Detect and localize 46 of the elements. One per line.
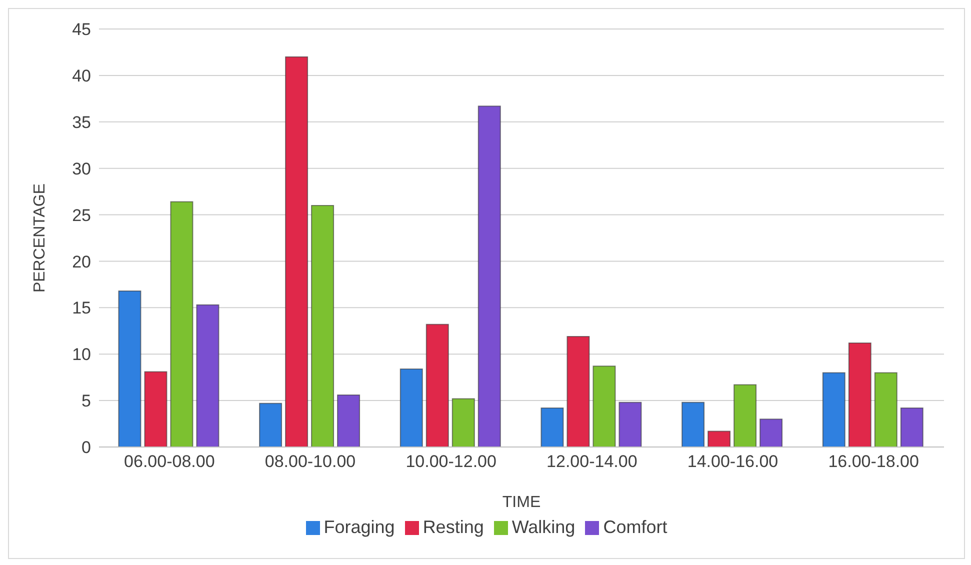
bar (285, 56, 308, 447)
bar (478, 106, 501, 447)
bar (734, 384, 757, 447)
bar (874, 372, 898, 447)
x-tick-label: 14.00-16.00 (687, 452, 778, 472)
y-tick-label: 15 (72, 298, 91, 318)
legend-label: Foraging (324, 517, 395, 537)
bar (196, 304, 220, 447)
y-tick-label: 10 (72, 345, 91, 364)
bar (900, 407, 924, 447)
legend-label: Comfort (603, 517, 668, 537)
legend-label: Resting (422, 517, 484, 537)
bar (452, 398, 475, 447)
bar (170, 201, 194, 447)
bar (822, 372, 846, 447)
y-tick-label: 30 (72, 159, 91, 178)
bar (118, 290, 142, 447)
y-tick-label: 40 (72, 66, 91, 86)
bar (566, 336, 590, 447)
y-tick-label: 45 (72, 20, 91, 40)
bar (540, 407, 564, 447)
bar (592, 366, 616, 447)
x-tick-label: 12.00-14.00 (546, 452, 638, 472)
x-tick-label: 16.00-18.00 (828, 452, 919, 472)
bar (760, 418, 783, 447)
bar (259, 402, 282, 447)
bar (400, 368, 423, 447)
bar (682, 402, 705, 447)
legend-label: Walking (512, 517, 576, 537)
bar (144, 371, 168, 447)
y-tick-label: 0 (82, 438, 91, 458)
bar (337, 394, 360, 447)
x-tick-label: 06.00-08.00 (124, 452, 215, 472)
bar (426, 324, 449, 447)
y-tick-label: 20 (72, 252, 91, 272)
y-tick-label: 25 (72, 206, 91, 225)
y-tick-label: 35 (72, 112, 91, 132)
x-tick-label: 10.00-12.00 (406, 452, 496, 472)
y-tick-label: 5 (82, 392, 91, 411)
x-axis-title: TIME (502, 494, 541, 511)
bar (708, 430, 731, 447)
bar (311, 204, 334, 447)
y-axis-title: PERCENTAGE (32, 183, 49, 293)
bar (618, 402, 642, 447)
bar (848, 342, 872, 447)
x-tick-label: 08.00-10.00 (264, 452, 356, 472)
